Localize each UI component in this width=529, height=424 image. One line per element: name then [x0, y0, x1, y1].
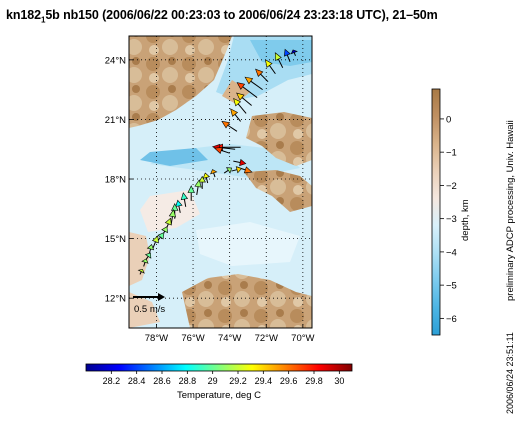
lat-tick-label: 12°N [105, 294, 126, 305]
velocity-vector [137, 269, 145, 275]
lon-tick-label: 72°W [255, 333, 278, 344]
velocity-vector [210, 169, 218, 178]
lat-tick-label: 24°N [105, 55, 126, 66]
velocity-vector [255, 68, 269, 83]
temperature-colorbar: Temperature, deg C 28.2 28.4 28.6 28.8 29 29.… [85, 363, 353, 401]
velocity-vector [180, 192, 189, 207]
temp-tick-label: 28.4 [128, 376, 146, 386]
lon-tick-label: 74°W [218, 333, 241, 344]
velocity-vectors [137, 48, 298, 275]
depth-tick-label: −4 [446, 247, 457, 258]
depth-colorbar-label: depth, km [460, 199, 471, 241]
temp-tick-label: 29 [208, 376, 218, 386]
velocity-vector [187, 185, 195, 201]
temp-tick-label: 29.4 [255, 376, 273, 386]
depth-tick-label: −1 [446, 148, 457, 159]
longitude-axis: 78°W 76°W 74°W 72°W 70°W [145, 324, 315, 344]
velocity-vector [244, 76, 263, 91]
velocity-vector [233, 158, 247, 167]
lon-tick-label: 76°W [181, 333, 204, 344]
map-grid [129, 36, 312, 328]
velocity-vector [274, 52, 284, 69]
velocity-vector [290, 49, 298, 57]
velocity-vector [264, 59, 276, 75]
map-frame [128, 35, 313, 329]
velocity-vector [236, 82, 258, 98]
depth-colorbar: 0 −1 −2 −3 −4 −5 −6 [431, 88, 457, 336]
velocity-vector [213, 147, 230, 154]
lat-tick-label: 15°N [105, 234, 126, 245]
temp-tick-label: 30 [334, 376, 344, 386]
temp-tick-label: 29.2 [229, 376, 247, 386]
temp-tick-label: 29.8 [305, 376, 323, 386]
depth-tick-label: −3 [446, 214, 457, 225]
velocity-vector [221, 120, 238, 132]
velocity-vector [198, 175, 206, 189]
lon-tick-label: 78°W [145, 333, 168, 344]
depth-tick-label: 0 [446, 114, 451, 125]
temp-tick-label: 28.8 [179, 376, 197, 386]
depth-tick-label: −2 [446, 181, 457, 192]
lat-tick-label: 18°N [105, 175, 126, 186]
temperature-colorbar-label: Temperature, deg C [177, 390, 261, 401]
velocity-vector [151, 235, 159, 249]
velocity-vector [230, 108, 242, 122]
processing-note: preliminary ADCP processing, Univ. Hawai… [505, 120, 516, 301]
latitude-axis: 12°N 15°N 18°N 21°N 24°N [105, 55, 133, 305]
velocity-vector [283, 48, 291, 63]
velocity-vector [233, 97, 247, 114]
depth-tick-label: −6 [446, 314, 457, 325]
chart-title: kn18215b nb150 (2006/06/22 00:23:03 to 2… [6, 8, 438, 25]
temp-tick-label: 28.2 [103, 376, 121, 386]
temp-tick-label: 29.6 [280, 376, 298, 386]
velocity-vector [194, 179, 202, 195]
temp-tick-label: 28.6 [153, 376, 171, 386]
depth-tick-label: −5 [446, 281, 457, 292]
lon-tick-label: 70°W [291, 333, 314, 344]
scale-arrow: 0.5 m/s [133, 293, 165, 315]
velocity-vector [223, 167, 233, 174]
scale-arrow-label: 0.5 m/s [134, 304, 165, 315]
timestamp: 2006/06/24 23:51:11 [505, 332, 515, 414]
velocity-vector [175, 199, 183, 213]
velocity-vector [202, 172, 211, 184]
velocity-vector [236, 92, 252, 106]
lat-tick-label: 21°N [105, 115, 126, 126]
velocity-vector [141, 258, 149, 267]
velocity-vector [231, 166, 242, 174]
bathymetry-map [129, 36, 312, 328]
